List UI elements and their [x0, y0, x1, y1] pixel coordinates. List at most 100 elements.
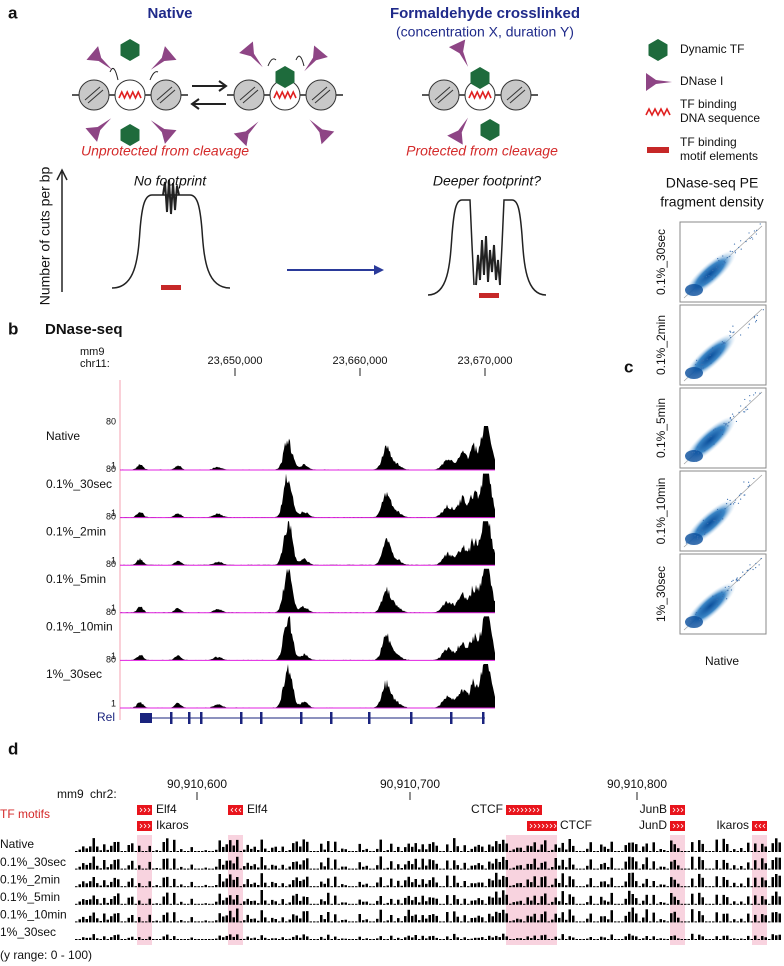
signal-bar	[253, 900, 256, 905]
signal-bar	[407, 876, 410, 888]
signal-bar	[78, 866, 81, 870]
signal-bar	[327, 912, 330, 923]
signal-bar	[656, 921, 659, 923]
signal-bar	[260, 839, 263, 852]
signal-bar	[757, 939, 760, 940]
signal-bar	[288, 866, 291, 870]
signal-bar	[554, 897, 557, 905]
signal-bar	[229, 910, 232, 923]
signal-bar	[621, 939, 624, 940]
dnase-arrow	[646, 73, 672, 91]
dnase-arrow	[309, 119, 335, 145]
signal-bar	[124, 868, 127, 870]
signal-bar	[411, 864, 414, 870]
signal-bar	[208, 939, 211, 940]
signal-bar	[418, 849, 421, 852]
signal-bar	[456, 846, 459, 852]
signal-bar	[218, 859, 221, 870]
signal-bar	[568, 839, 571, 852]
signal-bar	[435, 863, 438, 870]
signal-bar	[701, 877, 704, 888]
scatter-point	[748, 323, 750, 325]
signal-bar	[698, 840, 701, 852]
signal-bar	[414, 935, 417, 940]
signal-bar	[267, 886, 270, 888]
signal-bar	[82, 881, 85, 888]
signal-bar	[260, 935, 263, 940]
signal-bar	[159, 851, 162, 852]
signal-bar	[659, 866, 662, 870]
signal-bar	[652, 861, 655, 870]
signal-bar	[96, 938, 99, 940]
signal-bar	[113, 842, 116, 852]
tf-hexagon	[275, 66, 295, 88]
scatter-point	[721, 343, 723, 346]
signal-bar	[372, 903, 375, 905]
signal-bar	[540, 862, 543, 870]
signal-bar	[106, 867, 109, 870]
signal-bar	[176, 903, 179, 905]
signal-bar	[666, 851, 669, 852]
signal-bar	[687, 903, 690, 905]
motif-chevron	[754, 823, 758, 829]
motif-header: TF motifs	[0, 807, 50, 821]
signal-bar	[523, 939, 526, 940]
signal-bar	[92, 877, 95, 888]
signal-bar	[712, 921, 715, 923]
signal-bar	[750, 868, 753, 870]
signal-bar	[551, 901, 554, 905]
signal-bar	[547, 903, 550, 905]
signal-bar	[421, 915, 424, 923]
signal-bar	[491, 897, 494, 905]
signal-bar	[558, 847, 561, 852]
signal-bar	[456, 899, 459, 905]
signal-bar	[467, 886, 470, 888]
signal-bar	[229, 840, 232, 852]
signal-bar	[281, 846, 284, 852]
scatter-point	[745, 240, 747, 243]
scatter-point	[710, 609, 712, 611]
signal-bar	[92, 895, 95, 905]
signal-bar	[757, 886, 760, 888]
signal-bar	[502, 890, 505, 905]
signal-bar	[96, 846, 99, 852]
legend-label: motif elements	[680, 149, 758, 163]
signal-bar	[519, 865, 522, 870]
signal-bar	[740, 918, 743, 923]
binding-sequence	[118, 90, 142, 100]
signal-bar	[425, 918, 428, 923]
signal-bar	[505, 936, 508, 940]
signal-bar	[173, 858, 176, 870]
signal-bar	[498, 862, 501, 870]
tf-hexagon	[470, 67, 490, 89]
signal-bar	[572, 915, 575, 923]
signal-bar	[400, 851, 403, 852]
signal-bar	[337, 921, 340, 923]
signal-bar	[579, 903, 582, 905]
signal-bar	[344, 902, 347, 905]
signal-bar	[138, 865, 141, 870]
signal-bar	[442, 851, 445, 852]
signal-bar	[715, 860, 718, 870]
signal-bar	[386, 902, 389, 905]
signal-bar	[78, 901, 81, 905]
scatter-point	[695, 359, 698, 361]
signal-bar	[575, 903, 578, 905]
signal-bar	[530, 864, 533, 870]
signal-bar	[169, 903, 172, 905]
signal-bar	[467, 868, 470, 870]
signal-bar	[372, 921, 375, 923]
signal-bar	[278, 868, 281, 870]
dnase-arrow	[448, 39, 469, 67]
signal-bar	[561, 873, 564, 888]
signal-bar	[358, 914, 361, 923]
signal-bar	[397, 937, 400, 940]
signal-bar	[470, 883, 473, 888]
gene-exon	[368, 712, 371, 724]
signal-track	[120, 521, 495, 566]
signal-bar	[355, 851, 358, 852]
signal-bar	[180, 920, 183, 923]
signal-bar	[768, 921, 771, 923]
signal-bar	[421, 844, 424, 852]
signal-bar	[554, 936, 557, 940]
